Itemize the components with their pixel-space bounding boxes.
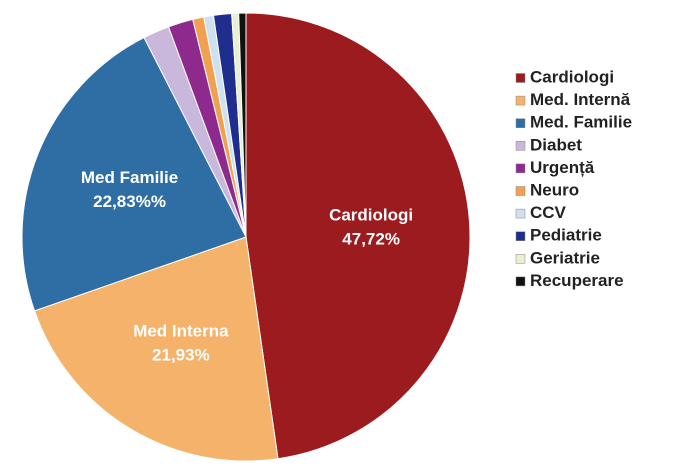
pie-slice (33, 236, 279, 462)
value-label: 22,83%% (93, 192, 166, 211)
legend-label: Urgență (530, 158, 595, 177)
slice-label: Cardiologi (329, 206, 413, 225)
pie-slice (238, 12, 247, 238)
legend-label: CCV (530, 203, 567, 222)
slice-label: Med Interna (133, 322, 229, 341)
legend-label: Geriatrie (530, 248, 600, 267)
legend-swatch (515, 254, 526, 264)
legend-swatch (515, 208, 526, 219)
legend-swatch (515, 118, 526, 128)
pie-slice (245, 12, 471, 460)
legend-label: Cardiologi (530, 67, 614, 86)
legend-swatch (515, 163, 526, 174)
legend-label: Med. Internă (530, 90, 631, 109)
legend-swatch (515, 186, 526, 196)
value-label: 47,72% (342, 230, 400, 249)
legend-label: Neuro (530, 180, 579, 199)
legend-swatch (515, 141, 526, 151)
legend-label: Diabet (530, 135, 582, 154)
slice-label: Med Familie (81, 168, 178, 187)
pie-slice (21, 36, 247, 312)
legend-label: Pediatrie (530, 226, 602, 245)
legend-swatch (515, 73, 526, 83)
legend-swatch (515, 231, 526, 241)
value-label: 21,93% (152, 346, 210, 365)
legend-swatch (515, 276, 526, 287)
legend-swatch (515, 95, 526, 106)
legend-label: Med. Familie (530, 113, 632, 132)
legend-label: Recuperare (530, 271, 624, 290)
